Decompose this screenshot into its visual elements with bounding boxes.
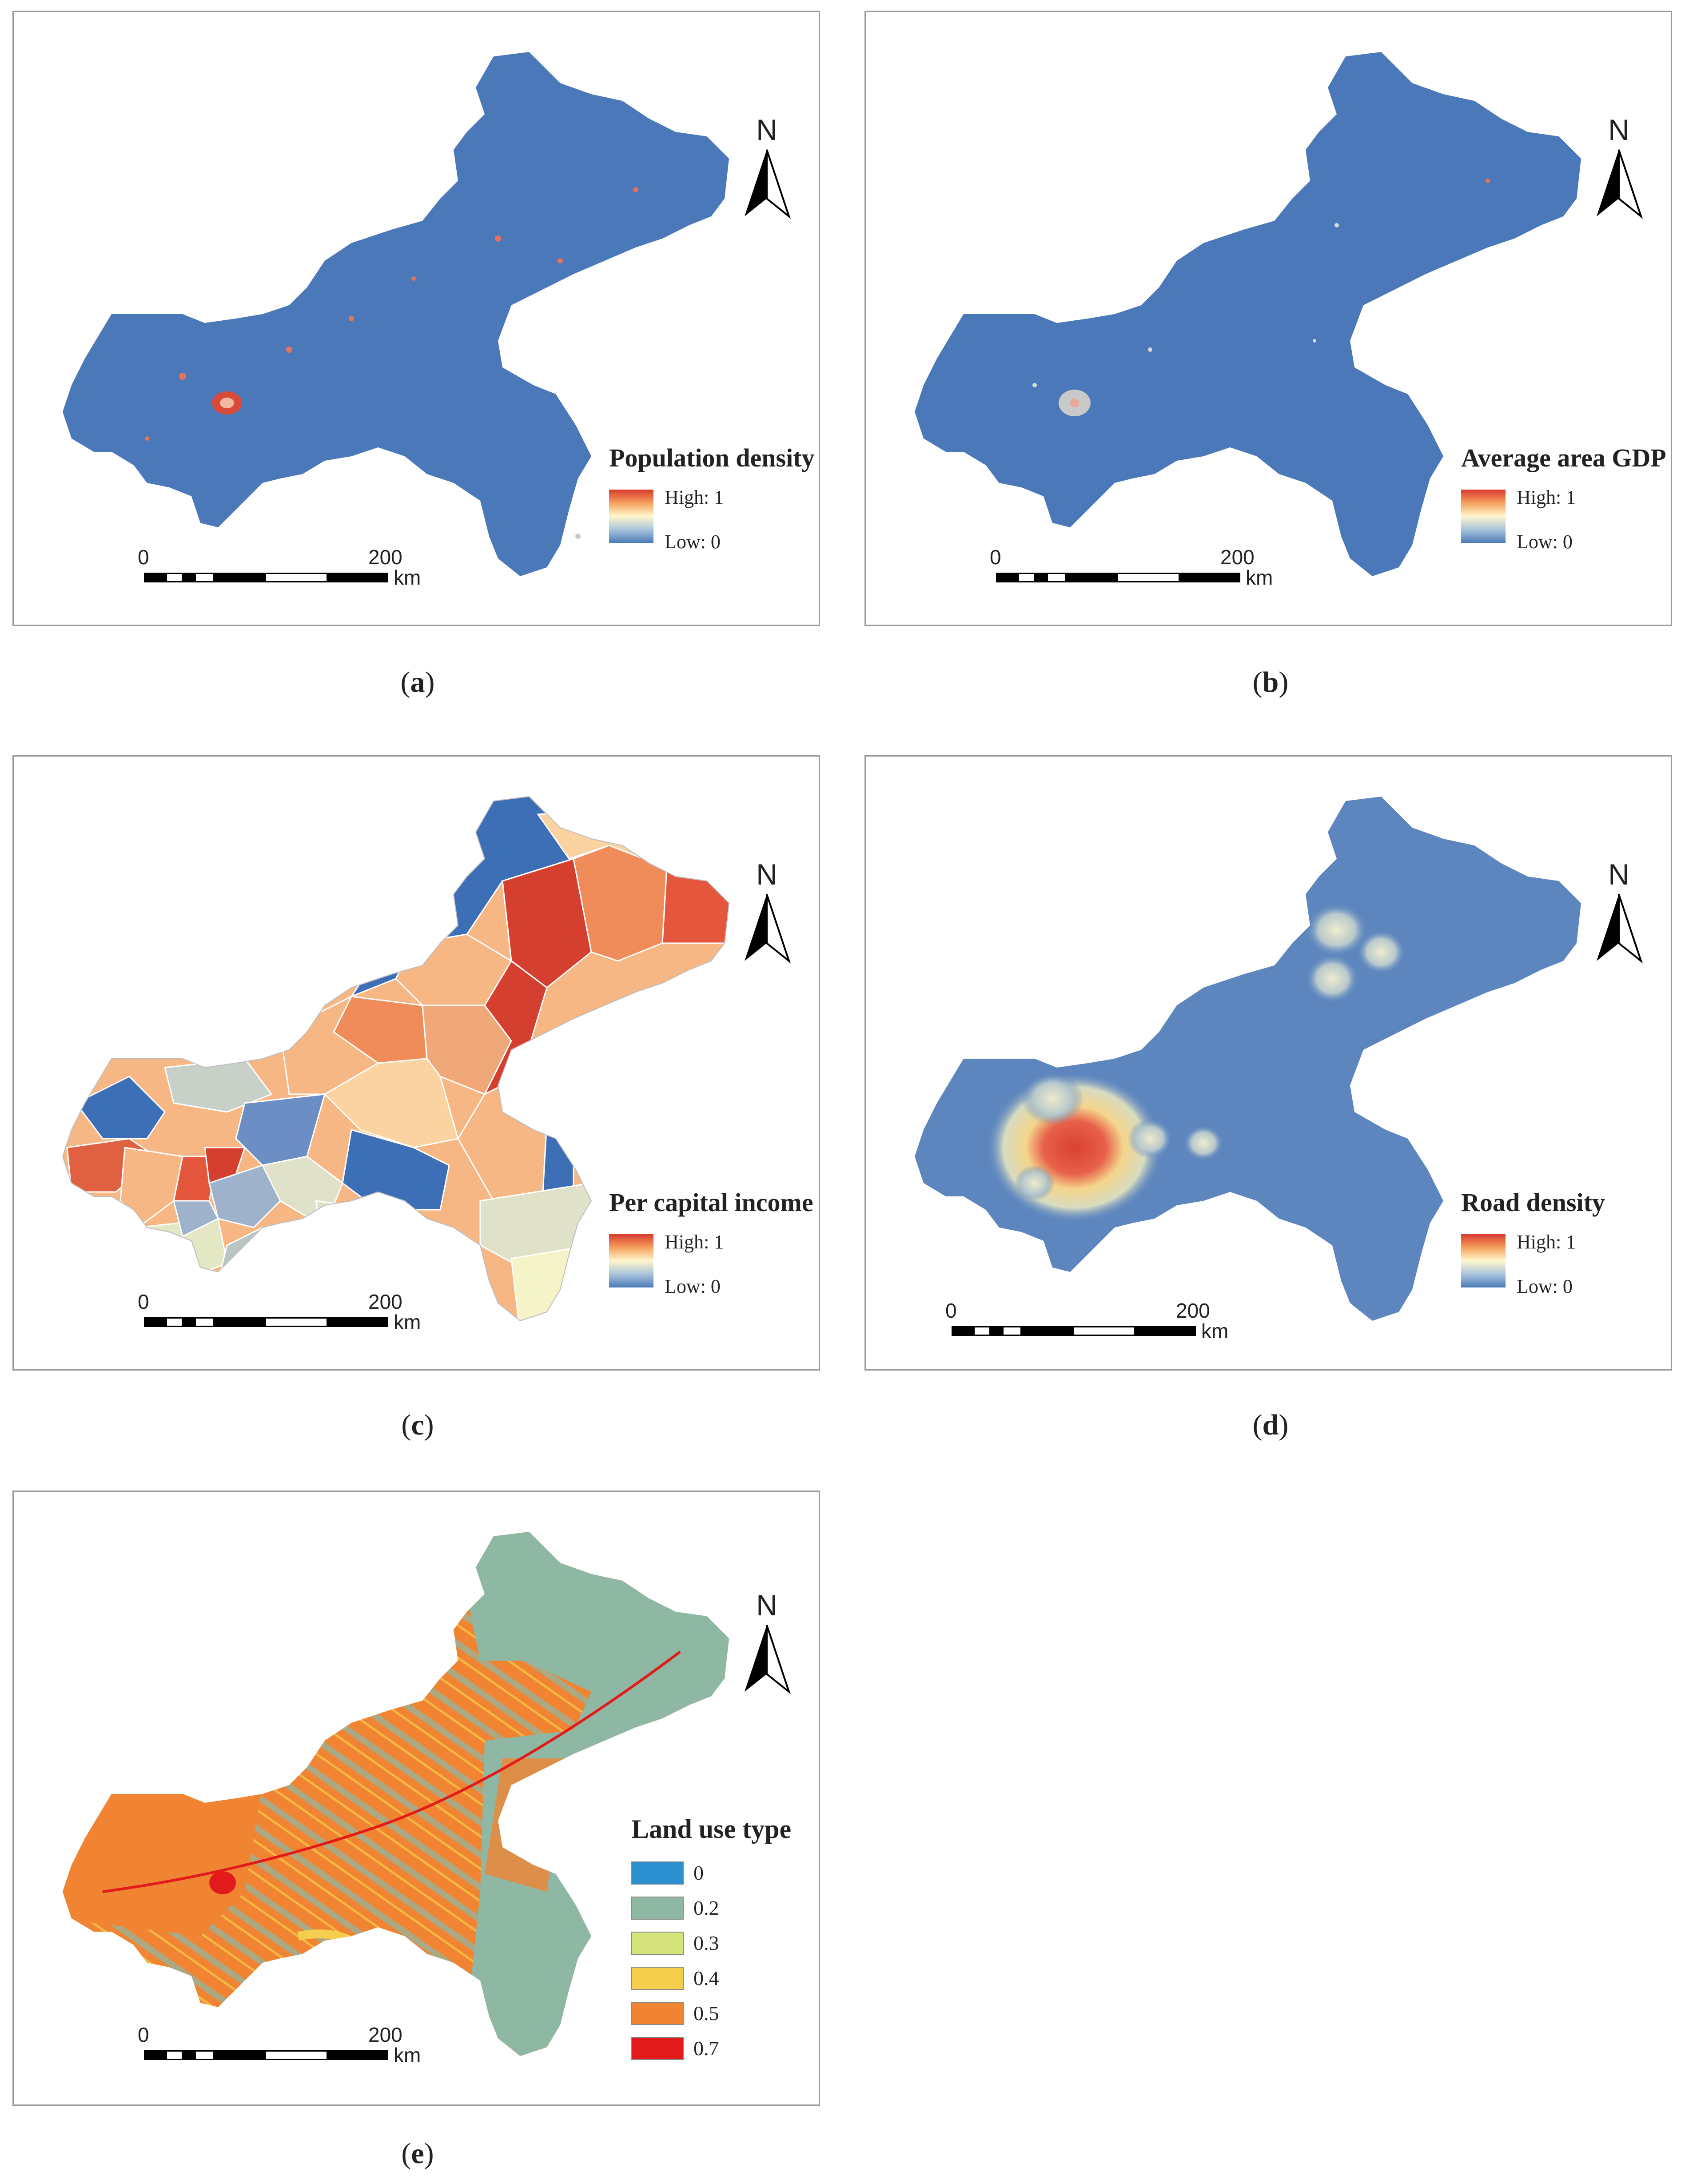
- north-arrow-icon: [745, 1625, 791, 1694]
- legend-swatch: [631, 1966, 684, 1990]
- road-density-map: [915, 797, 1581, 1321]
- panel-average-area-gdp: N Average area GDP High: 1 Low: 0 0 200 …: [864, 11, 1672, 626]
- scale-bar: 0 200 km: [990, 546, 1273, 589]
- legend-swatch: [631, 1896, 684, 1920]
- legend-class-row: 0.4: [631, 1961, 791, 1996]
- legend-title: Per capital income: [609, 1188, 813, 1217]
- panel-population-density: N Population density High: 1 Low: 0 0 20…: [12, 11, 820, 626]
- caption-d: (d): [1252, 1409, 1289, 1441]
- legend-low-label: Low: 0: [1517, 1275, 1573, 1297]
- north-arrow: N: [733, 114, 800, 223]
- panel-per-capital-income: N Per capital income High: 1 Low: 0 0 20…: [12, 755, 820, 1371]
- caption-a: (a): [400, 666, 435, 698]
- scale-bar: 0 200 km: [138, 1290, 421, 1334]
- legend-per-capital-income: Per capital income High: 1 Low: 0: [609, 1188, 813, 1297]
- legend-population-density: Population density High: 1 Low: 0: [609, 443, 815, 553]
- color-ramp: [1461, 1234, 1506, 1287]
- north-arrow: N: [733, 1590, 800, 1698]
- legend-class-row: 0: [631, 1855, 791, 1890]
- scale-bar: 0 200 km: [945, 1299, 1229, 1343]
- legend-high-label: High: 1: [1517, 1231, 1576, 1253]
- legend-title: Population density: [609, 443, 815, 472]
- legend-swatch: [631, 1861, 684, 1885]
- north-arrow: N: [733, 859, 800, 968]
- legend-class-label: 0.7: [693, 2037, 719, 2060]
- north-arrow: N: [1585, 114, 1652, 223]
- north-arrow: N: [1585, 859, 1652, 968]
- population-density-map: [63, 52, 729, 576]
- legend-low-label: Low: 0: [665, 1275, 721, 1297]
- panel-land-use-type: N Land use type 0 0.2 0.3 0.4 0.5 0.7 0 200 k…: [12, 1491, 820, 2106]
- legend-average-area-gdp: Average area GDP High: 1 Low: 0: [1461, 443, 1666, 553]
- density-surface: [986, 903, 1406, 1223]
- legend-swatch: [631, 1931, 684, 1955]
- north-arrow-icon: [1597, 149, 1643, 219]
- color-ramp: [609, 490, 653, 543]
- legend-road-density: Road density High: 1 Low: 0: [1461, 1188, 1605, 1297]
- panel-road-density: N Road density High: 1 Low: 0 0 200 km: [864, 755, 1672, 1371]
- legend-high-label: High: 1: [1517, 486, 1576, 508]
- legend-class-row: 0.5: [631, 1996, 791, 2031]
- legend-class-label: 0.4: [693, 1967, 719, 1989]
- scale-bar: 0 200 km: [138, 546, 421, 589]
- legend-land-use-type: Land use type 0 0.2 0.3 0.4 0.5 0.7: [631, 1814, 791, 2066]
- caption-e: (e): [401, 2137, 434, 2170]
- legend-low-label: Low: 0: [665, 531, 721, 553]
- legend-class-label: 0.5: [693, 2002, 719, 2025]
- legend-class-row: 0.2: [631, 1890, 791, 1925]
- legend-high-label: High: 1: [665, 1231, 724, 1253]
- legend-class-row: 0.3: [631, 1925, 791, 1961]
- north-arrow-icon: [1597, 894, 1643, 964]
- legend-title: Average area GDP: [1461, 443, 1666, 472]
- legend-title: Land use type: [631, 1814, 792, 1844]
- caption-b: (b): [1252, 666, 1289, 698]
- legend-class-row: 0.7: [631, 2031, 791, 2066]
- legend-high-label: High: 1: [665, 486, 724, 508]
- legend-swatch: [631, 2001, 684, 2025]
- color-ramp: [609, 1234, 653, 1287]
- gdp-hotspots: [1032, 179, 1490, 416]
- legend-low-label: Low: 0: [1517, 531, 1573, 553]
- north-arrow-icon: [745, 894, 791, 964]
- legend-class-label: 0: [693, 1861, 704, 1884]
- legend-class-label: 0.2: [693, 1897, 719, 1919]
- legend-class-label: 0.3: [693, 1932, 719, 1954]
- land-use-map: [63, 1532, 729, 2056]
- legend-swatch: [631, 2037, 684, 2060]
- caption-c: (c): [401, 1409, 434, 1441]
- north-arrow-icon: [745, 149, 791, 219]
- average-area-gdp-map: [915, 52, 1581, 576]
- scale-bar: 0 200 km: [138, 2023, 421, 2067]
- color-ramp: [1461, 490, 1506, 543]
- per-capital-income-map: [62, 796, 729, 1321]
- urban-hotspots: [145, 187, 638, 539]
- legend-title: Road density: [1461, 1188, 1605, 1217]
